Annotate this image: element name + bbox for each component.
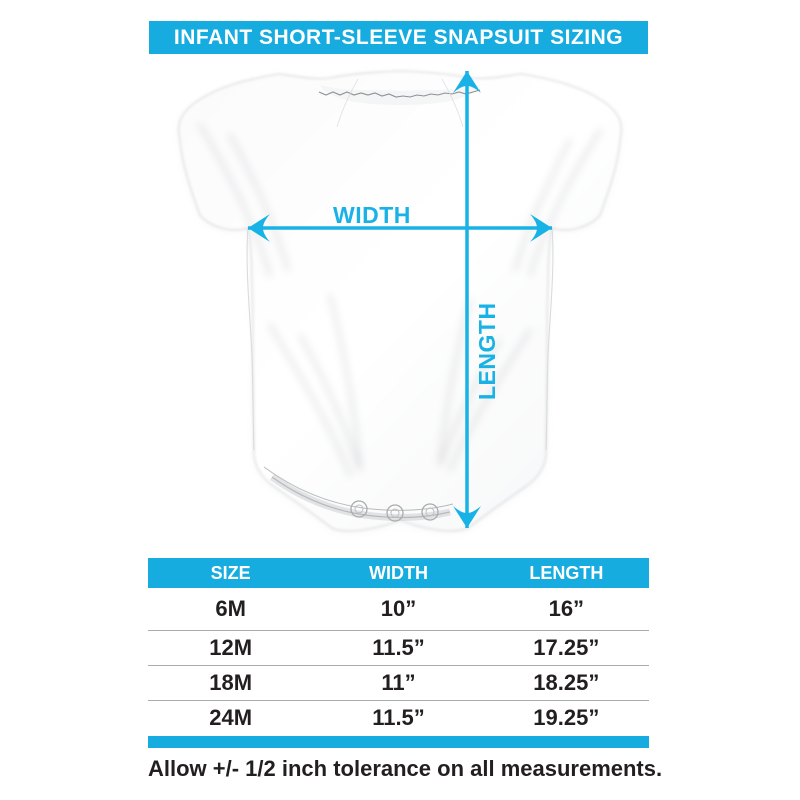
svg-text:LENGTH: LENGTH — [474, 302, 500, 400]
svg-text:WIDTH: WIDTH — [333, 202, 411, 228]
